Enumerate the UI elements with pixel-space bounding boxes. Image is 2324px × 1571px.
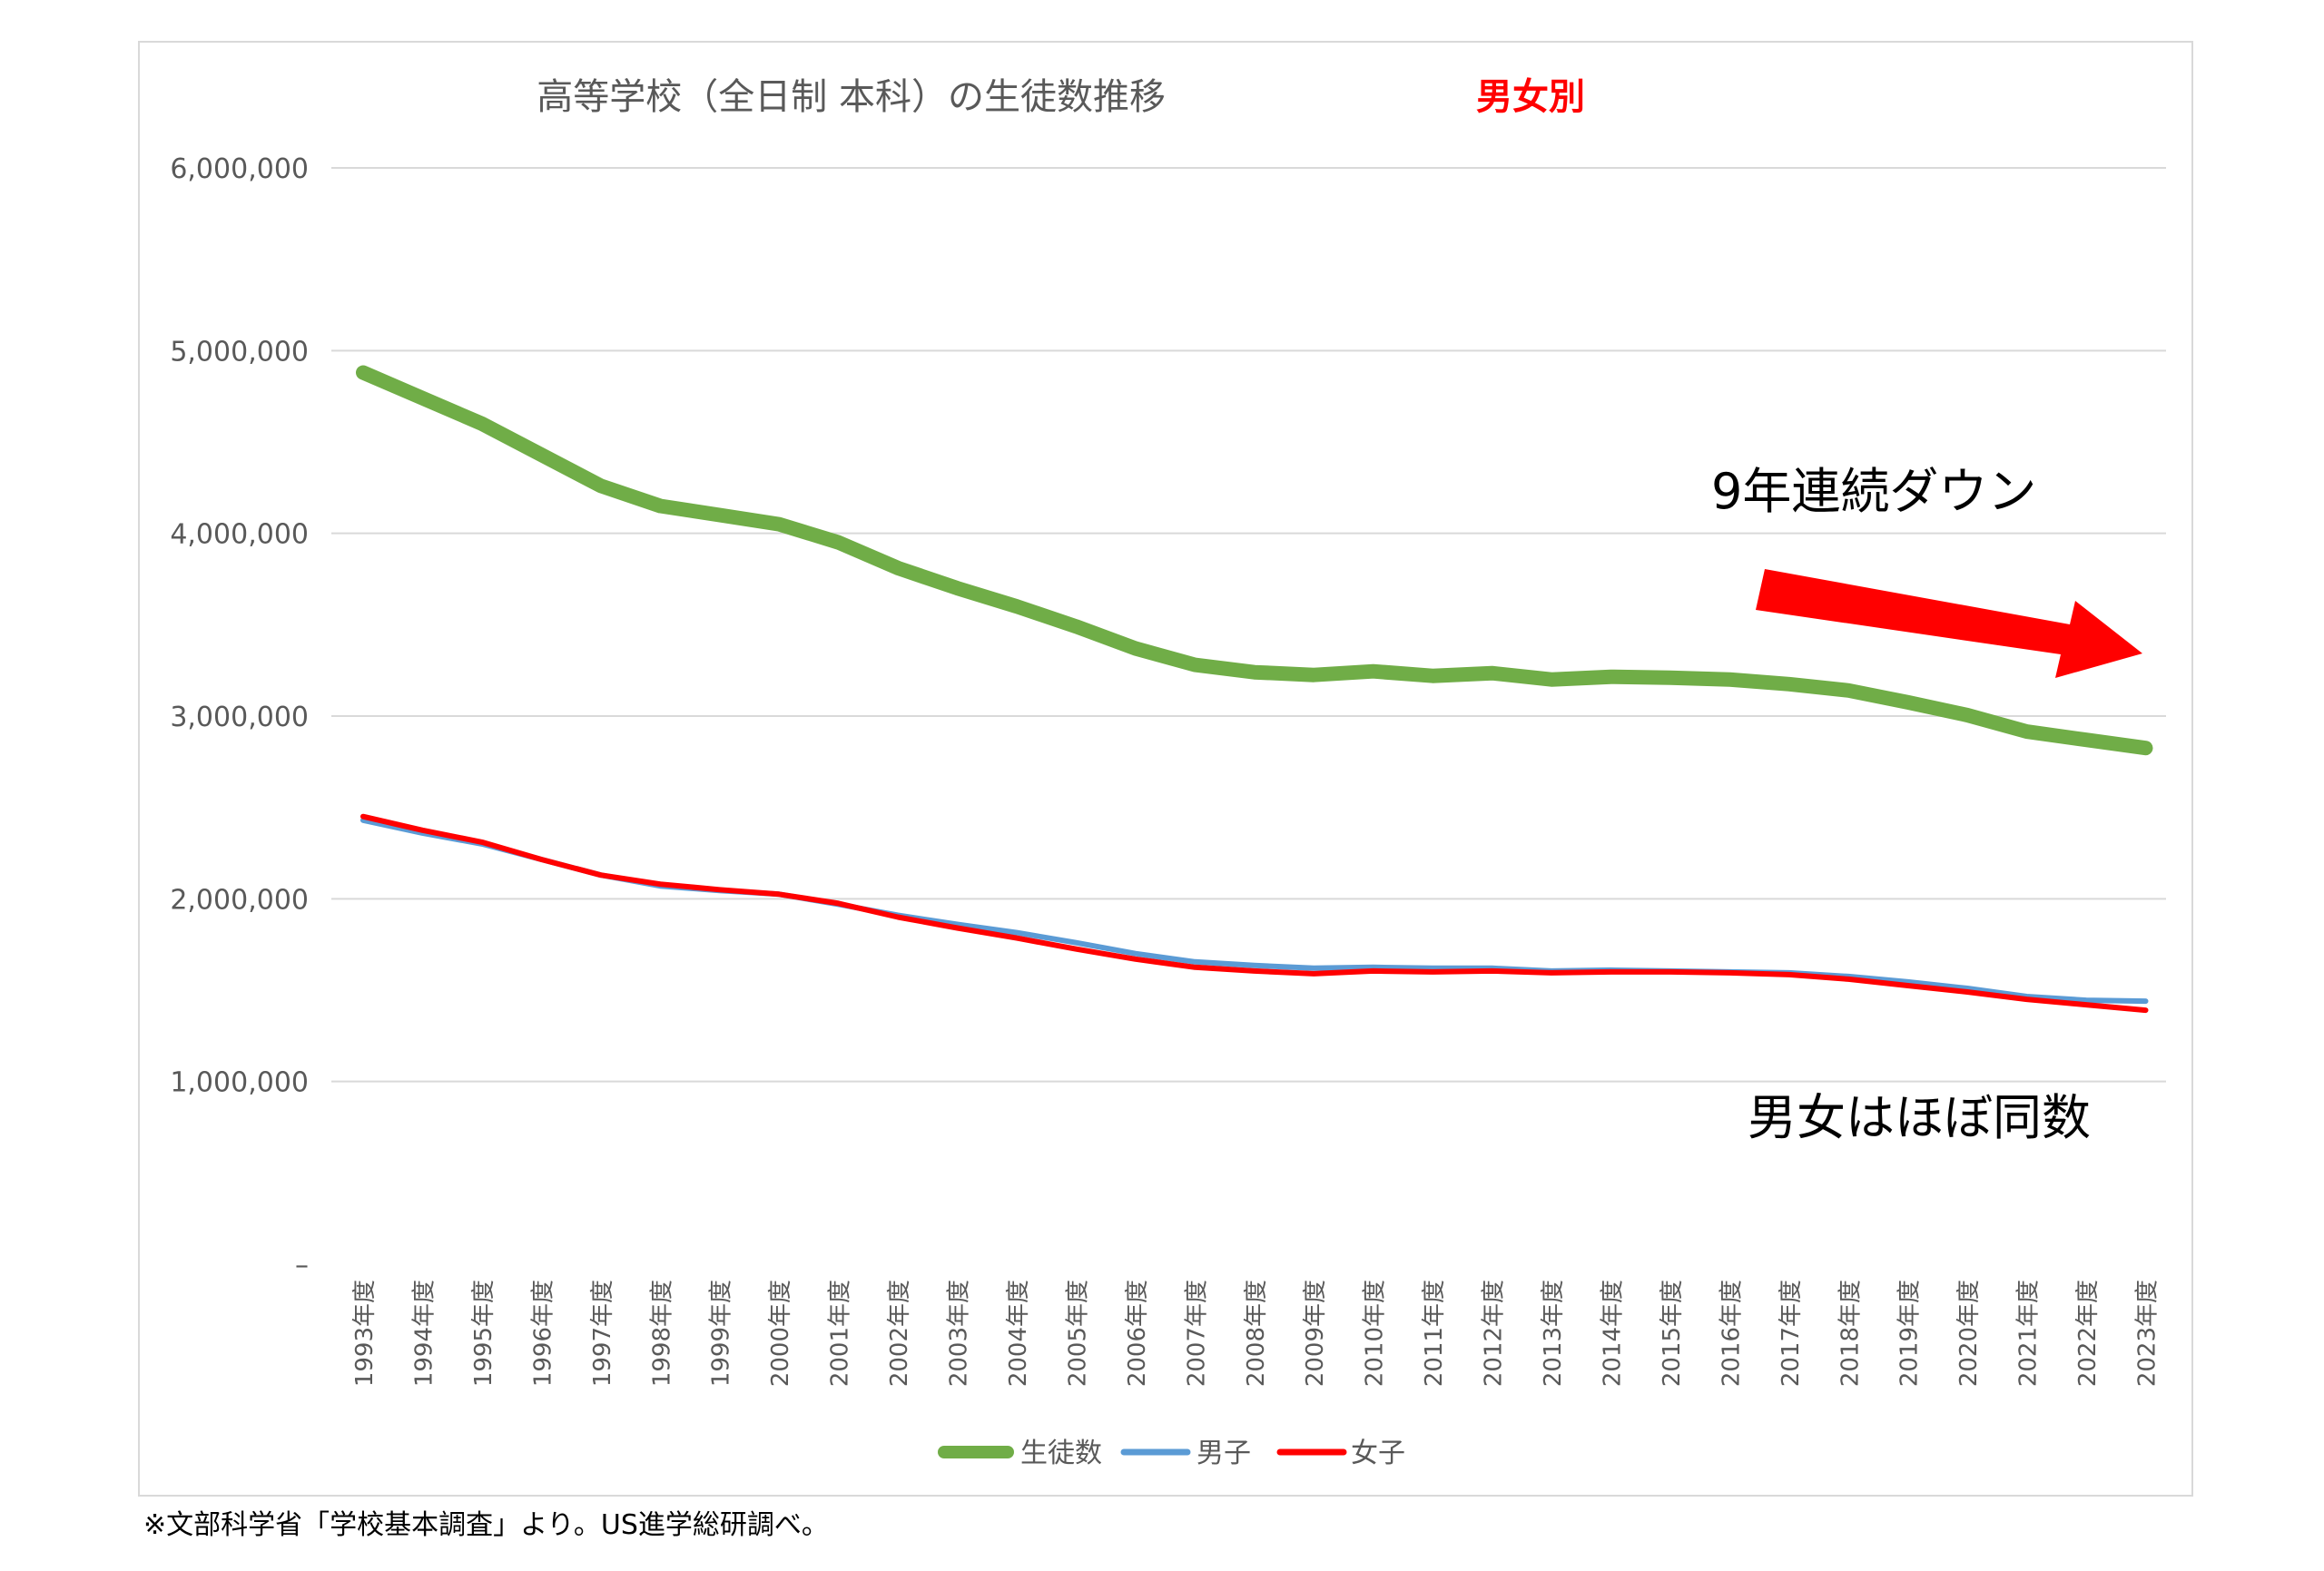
y-axis-ticks: – 1,000,000 2,000,000 3,000,000 4,000,000 5,0… — [170, 153, 309, 1281]
x-tick-label: 2007年度 — [1183, 1280, 1210, 1387]
x-tick-label: 2004年度 — [1005, 1280, 1032, 1387]
legend-label: 女子 — [1351, 1438, 1405, 1469]
x-tick-label: 1997年度 — [589, 1280, 616, 1387]
down-arrow-icon — [1756, 569, 2142, 678]
x-tick-label: 2000年度 — [767, 1280, 794, 1387]
x-axis-ticks: 1993年度 1994年度 1995年度 1996年度 1997年度 1998年度 1999… — [351, 1280, 2162, 1387]
footnote: ※文部科学省「学校基本調査」より。US進学総研調べ。 — [143, 1509, 829, 1541]
x-tick-label: 2020年度 — [1955, 1280, 1983, 1387]
x-tick-label: 2013年度 — [1540, 1280, 1567, 1387]
annotation-gender-equal: 男女はほぼ同数 — [1748, 1089, 2091, 1146]
x-tick-label: 2018年度 — [1837, 1280, 1864, 1387]
y-tick-label: 2,000,000 — [170, 884, 309, 916]
x-tick-label: 2021年度 — [2015, 1280, 2043, 1387]
x-tick-label: 1994年度 — [410, 1280, 438, 1387]
x-tick-label: 2017年度 — [1777, 1280, 1805, 1387]
x-tick-label: 2023年度 — [2134, 1280, 2162, 1387]
x-tick-label: 1999年度 — [708, 1280, 735, 1387]
y-tick-label: 6,000,000 — [170, 153, 309, 185]
x-tick-label: 2002年度 — [886, 1280, 913, 1387]
grid-lines — [331, 167, 2166, 1083]
x-tick-label: 2005年度 — [1064, 1280, 1091, 1387]
x-tick-label: 1995年度 — [470, 1280, 497, 1387]
series-lines — [356, 365, 2153, 1014]
x-tick-label: 2008年度 — [1243, 1280, 1270, 1387]
x-tick-label: 1996年度 — [529, 1280, 556, 1387]
legend-label: 生徒数 — [1020, 1438, 1102, 1469]
x-tick-label: 2016年度 — [1718, 1280, 1745, 1387]
y-tick-label: 1,000,000 — [170, 1067, 309, 1099]
x-tick-label: 2014年度 — [1599, 1280, 1626, 1387]
x-tick-label: 1998年度 — [648, 1280, 675, 1387]
x-tick-label: 2001年度 — [827, 1280, 854, 1387]
x-tick-label: 2003年度 — [946, 1280, 973, 1387]
x-tick-label: 2006年度 — [1124, 1280, 1151, 1387]
x-tick-label: 2015年度 — [1659, 1280, 1686, 1387]
legend-label: 男子 — [1196, 1438, 1251, 1469]
x-tick-label: 2011年度 — [1421, 1280, 1448, 1387]
annotation-nine-year-decline: 9年連続ダウン — [1711, 463, 2036, 520]
x-tick-label: 2012年度 — [1481, 1280, 1508, 1387]
y-tick-label: 3,000,000 — [170, 702, 309, 733]
y-tick-label: – — [295, 1250, 309, 1281]
y-tick-label: 5,000,000 — [170, 336, 309, 368]
x-tick-label: 1993年度 — [351, 1280, 379, 1387]
x-tick-label: 2019年度 — [1896, 1280, 1924, 1387]
chart-title: 高等学校（全日制 本科）の生徒数推移 — [537, 76, 1166, 118]
legend: 生徒数 男子 女子 — [938, 1438, 1405, 1469]
x-tick-label: 2009年度 — [1302, 1280, 1329, 1387]
x-tick-label: 2022年度 — [2074, 1280, 2102, 1387]
y-tick-label: 4,000,000 — [170, 519, 309, 551]
chart-title-highlight: 男女別 — [1476, 76, 1585, 118]
chart-area-border — [138, 41, 2193, 1497]
x-tick-label: 2010年度 — [1362, 1280, 1389, 1387]
